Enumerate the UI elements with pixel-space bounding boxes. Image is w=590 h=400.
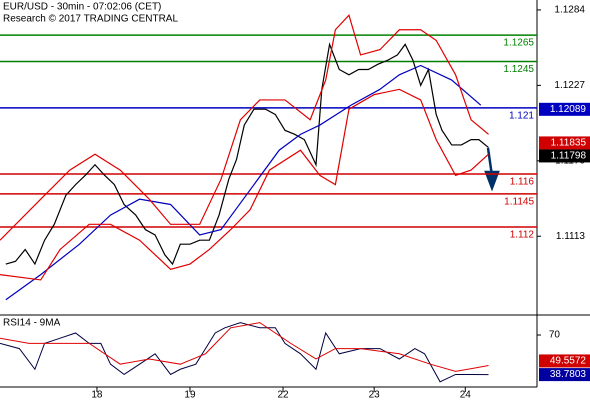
level-label: 1.116 — [510, 177, 535, 188]
x-tick-label: 19 — [184, 390, 196, 400]
price-line — [5, 42, 489, 266]
price-tag — [539, 354, 590, 368]
price-line — [0, 88, 489, 281]
price-tag — [539, 149, 590, 163]
level-label: 1.121 — [509, 111, 534, 122]
price-tag-label: 1.11835 — [551, 138, 587, 149]
x-tick-label: 23 — [369, 390, 381, 400]
price-tag-label: 1.11798 — [551, 151, 587, 162]
x-tick-label: 24 — [460, 390, 472, 400]
y-tick-label: 1.1227 — [554, 80, 585, 91]
price-tag — [539, 136, 590, 150]
price-tag — [539, 368, 590, 382]
level-label: 1.1145 — [504, 197, 534, 208]
price-tag-label: 38.7803 — [550, 369, 587, 380]
level-label: 1.112 — [510, 230, 535, 241]
price-line — [5, 64, 482, 301]
chart-title: EUR/USD - 30min - 07:02:06 (CET) — [3, 2, 161, 13]
price-line — [0, 14, 489, 241]
chart-subtitle: Research © 2017 TRADING CENTRAL — [3, 14, 178, 25]
price-tag — [539, 102, 590, 116]
rsi-title: RSI14 - 9MA — [3, 318, 61, 329]
level-label: 1.1245 — [503, 64, 534, 75]
level-label: 1.1265 — [503, 38, 534, 49]
price-tag-label: 1.12089 — [550, 104, 587, 115]
y-tick-label: 70 — [549, 330, 561, 341]
price-tag-label: 49.5572 — [550, 356, 587, 367]
y-tick-label: 1.1113 — [556, 231, 586, 242]
y-tick-label: 1.1284 — [554, 5, 585, 16]
rsi-line — [0, 322, 489, 372]
x-tick-label: 18 — [91, 390, 103, 400]
forecast-arrow — [484, 147, 500, 192]
x-tick-label: 22 — [277, 390, 289, 400]
